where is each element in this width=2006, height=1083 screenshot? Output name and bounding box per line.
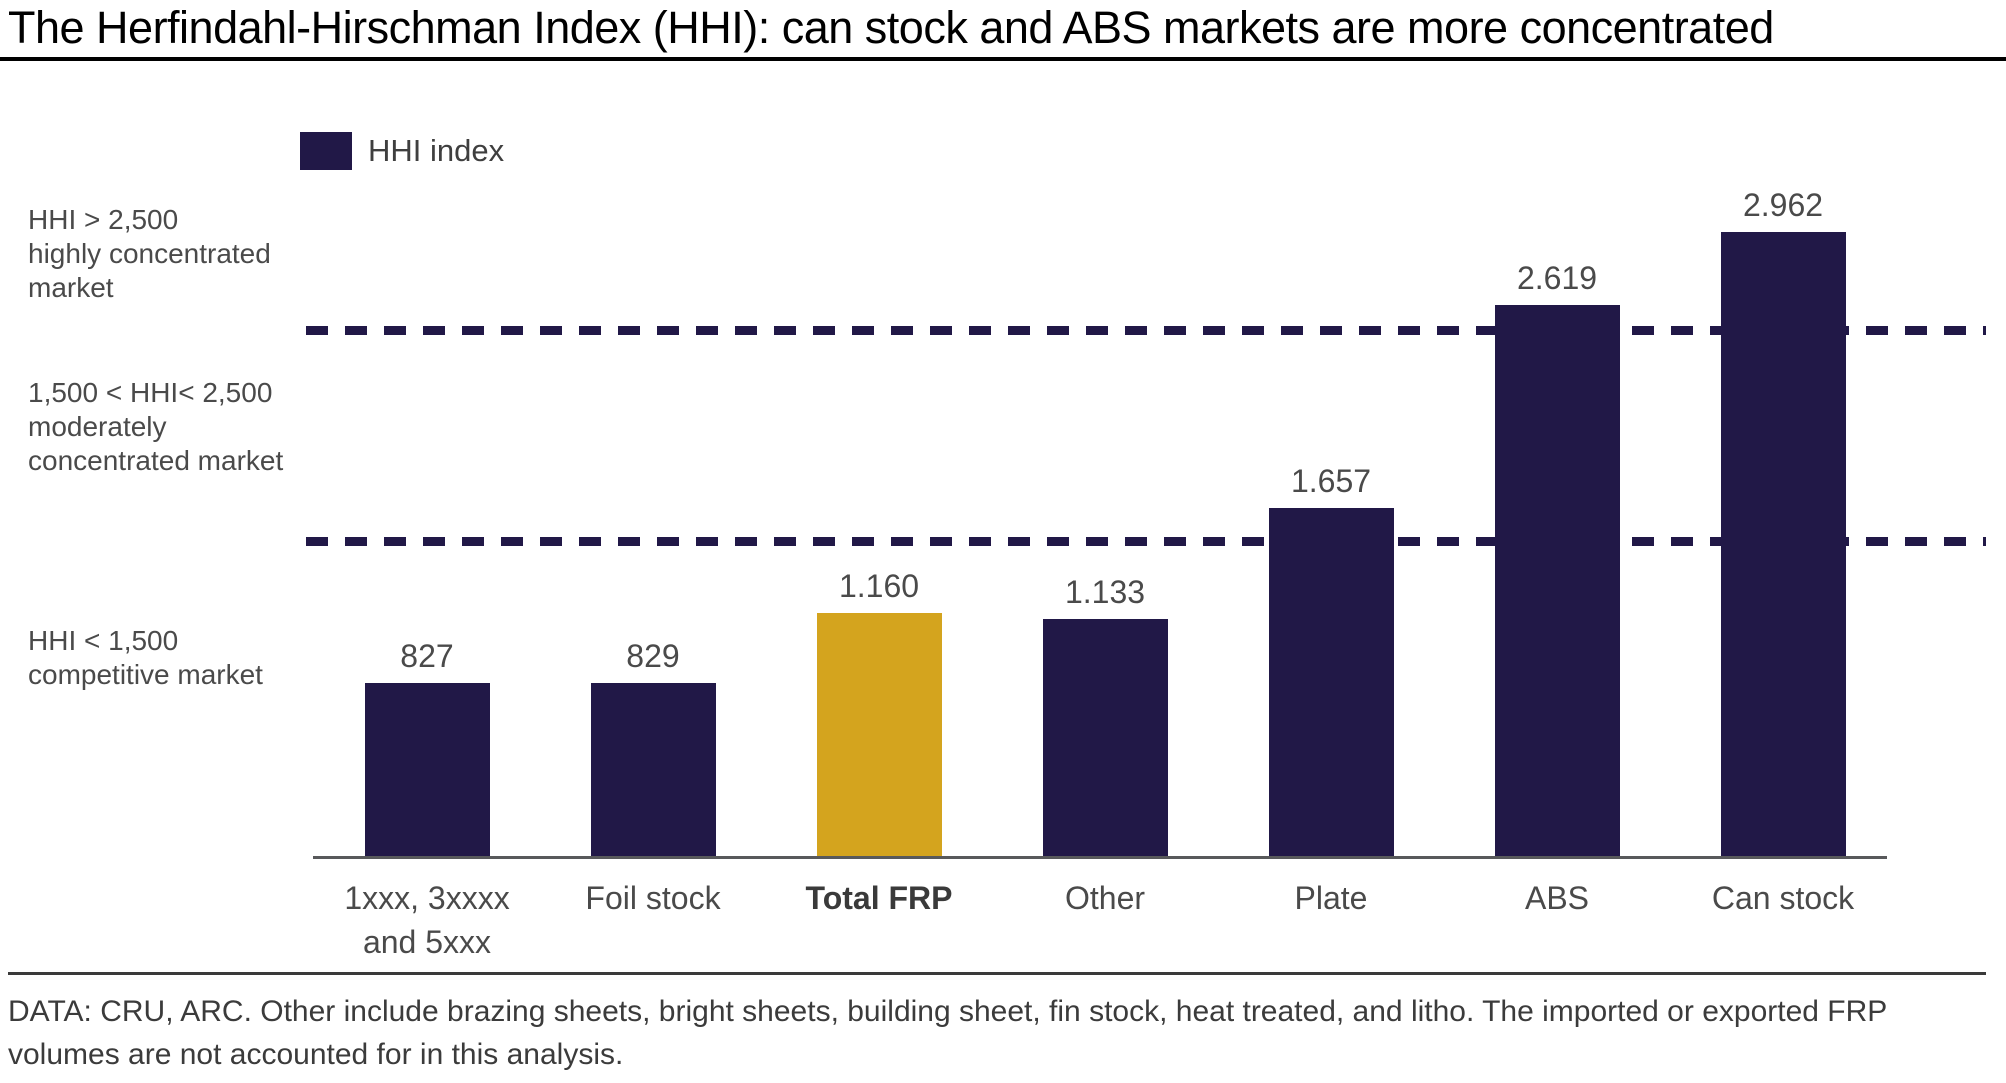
bar-total-frp (817, 613, 942, 856)
bar-other (1043, 619, 1168, 856)
value-label-total-frp: 1.160 (838, 568, 920, 604)
footnote-text: DATA: CRU, ARC. Other include brazing sh… (8, 995, 1887, 1071)
page-title: The Herfindahl-Hirschman Index (HHI): ca… (8, 2, 1774, 53)
band-annotation-highly-concentrated: HHI > 2,500 highly concentrated market (28, 204, 271, 303)
value-label-foil-stock: 829 (626, 638, 680, 674)
value-label-other: 1.133 (1064, 574, 1146, 610)
footnote-divider (8, 972, 1986, 975)
bar-can-stock (1721, 232, 1846, 856)
tick-label-1xxx-3xxxx-and-5xxx: 1xxx, 3xxxx and 5xxx (344, 880, 510, 960)
bar-plate (1269, 508, 1394, 856)
tick-label-other: Other (1064, 880, 1146, 916)
tick-label-plate: Plate (1294, 880, 1368, 916)
band-annotation-moderately-concentrated: 1,500 < HHI< 2,500 moderately concentrat… (28, 377, 284, 476)
bar-foil-stock (591, 683, 716, 856)
reference-line-2500 (306, 326, 1986, 335)
reference-line-1500 (306, 537, 1986, 546)
value-label-1xxx-3xxxx-and-5xxx: 827 (400, 638, 454, 674)
bar-abs (1495, 305, 1620, 856)
legend-swatch-hhi (300, 132, 352, 170)
tick-label-foil-stock: Foil stock (585, 880, 721, 916)
value-label-plate: 1.657 (1290, 463, 1372, 499)
legend-label: HHI index (368, 133, 505, 168)
x-axis-line (313, 856, 1887, 859)
bar-1xxx-3xxxx-and-5xxx (365, 683, 490, 856)
tick-label-total-frp: Total FRP (805, 880, 953, 916)
title-underline (0, 57, 2006, 61)
tick-label-abs: ABS (1524, 880, 1590, 916)
chart-legend: HHI index (300, 132, 504, 170)
band-annotation-competitive: HHI < 1,500 competitive market (28, 625, 263, 690)
tick-label-can-stock: Can stock (1711, 880, 1855, 916)
value-label-abs: 2.619 (1516, 260, 1598, 296)
value-label-can-stock: 2.962 (1742, 187, 1824, 223)
